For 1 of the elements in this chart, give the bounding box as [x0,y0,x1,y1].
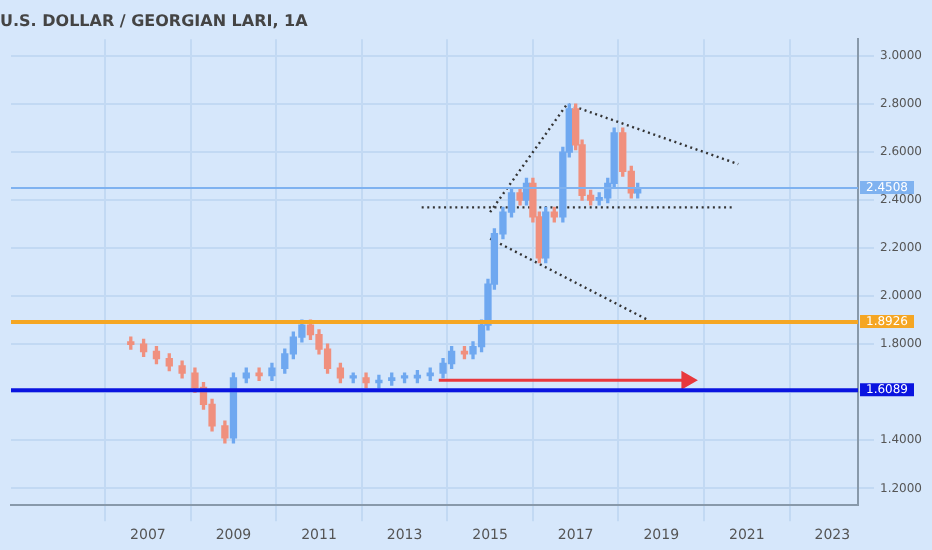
chart-title: U.S. DOLLAR / GEORGIAN LARI, 1A [0,11,310,30]
